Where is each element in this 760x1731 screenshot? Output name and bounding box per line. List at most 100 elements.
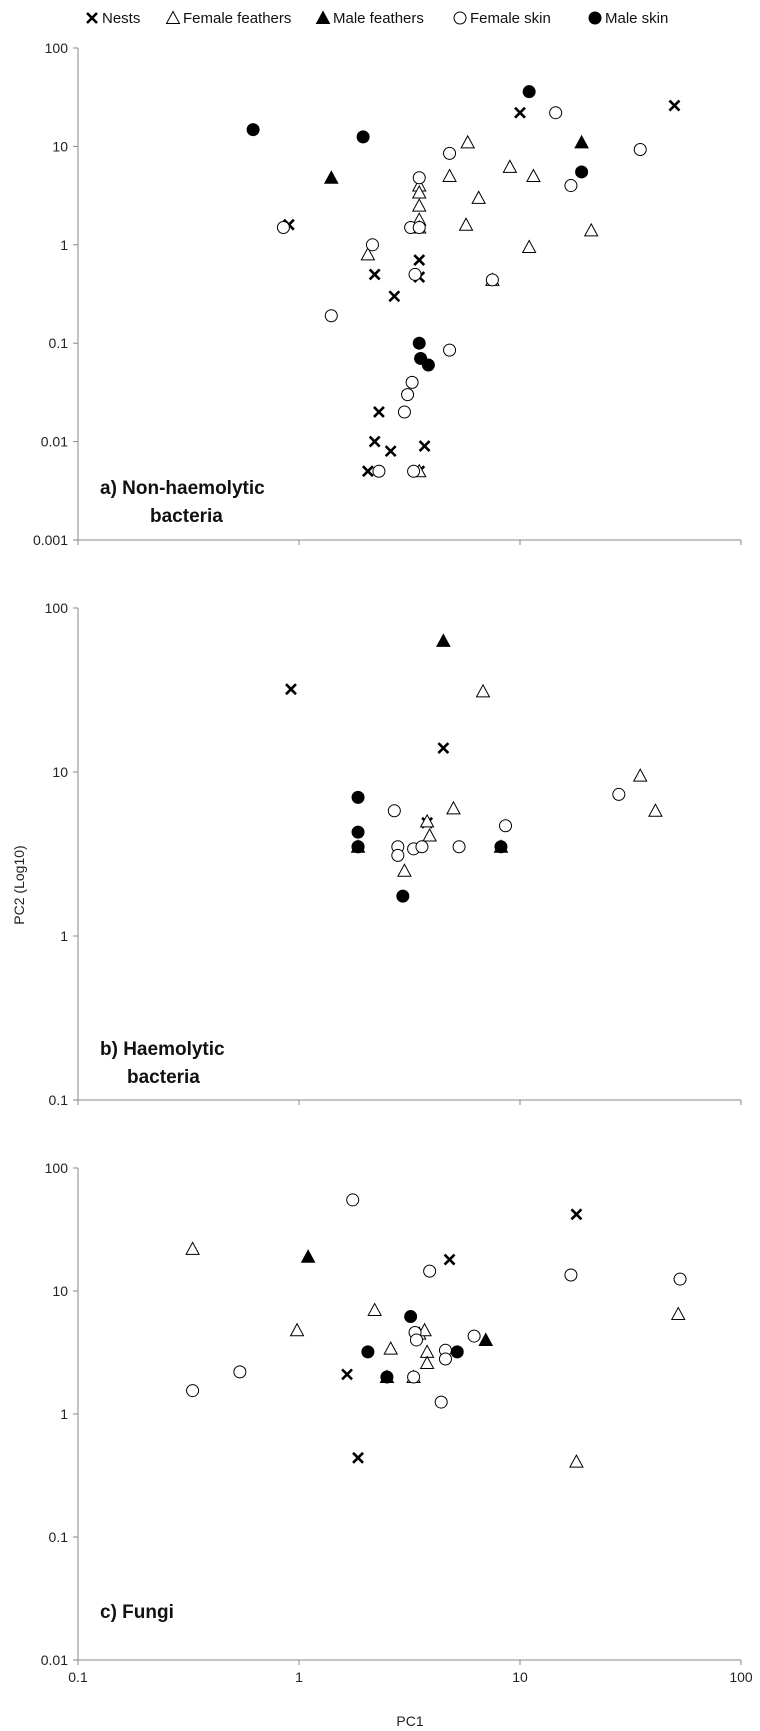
point-female-skin <box>564 1268 578 1282</box>
legend-label-nests: Nests <box>102 10 140 27</box>
point-female-skin <box>346 1193 360 1207</box>
y-tick-label: 0.1 <box>49 1092 69 1108</box>
point-female-feathers <box>411 184 427 199</box>
point-female-feathers <box>569 1454 584 1468</box>
point-female-skin <box>549 106 563 120</box>
point-female-feathers <box>289 1322 305 1337</box>
x-tick-label: 10 <box>512 1669 528 1685</box>
point-nests <box>668 99 681 112</box>
y-tick-label: 0.01 <box>41 434 68 450</box>
point-female-skin <box>408 267 422 281</box>
legend-item-nests: Nests <box>86 10 140 27</box>
point-female-feathers <box>458 217 474 231</box>
point-female-skin <box>438 1352 452 1366</box>
point-female-skin <box>186 1384 200 1398</box>
legend-marker-nests <box>86 12 98 24</box>
point-nests <box>341 1368 353 1381</box>
point-male-skin <box>396 889 410 903</box>
point-female-skin <box>499 819 513 833</box>
point-male-skin <box>522 85 536 99</box>
y-tick-label: 100 <box>45 600 69 616</box>
point-female-feathers <box>397 863 412 877</box>
legend-item-female_skin: Female skin <box>453 10 551 27</box>
point-nests <box>352 1451 364 1464</box>
y-tick-label: 0.001 <box>33 532 68 548</box>
panel-label-line2: bacteria <box>127 1067 200 1088</box>
point-male-skin <box>361 1345 375 1359</box>
point-nests <box>413 254 426 266</box>
point-female-feathers <box>475 683 491 698</box>
point-female-feathers <box>460 134 476 149</box>
point-female-feathers <box>419 1355 435 1369</box>
point-male-skin <box>494 840 508 854</box>
x-tick-label: 100 <box>729 1669 753 1685</box>
point-female-skin <box>452 840 466 854</box>
point-female-skin <box>612 787 626 801</box>
point-male-skin <box>404 1310 418 1324</box>
legend-item-male_feathers: Male feathers <box>315 10 424 27</box>
point-female-feathers <box>670 1306 686 1321</box>
point-female-skin <box>233 1365 247 1379</box>
point-female-skin <box>412 171 426 185</box>
y-tick-label: 1 <box>60 928 68 944</box>
point-female-feathers <box>422 827 437 842</box>
point-female-skin <box>673 1272 687 1286</box>
point-male-skin <box>575 165 589 179</box>
point-nests <box>373 406 385 418</box>
point-nests <box>437 742 450 754</box>
point-nests <box>443 1253 456 1266</box>
legend: Nests Female feathers Male feathers Female … <box>86 10 668 27</box>
point-nests <box>368 268 381 281</box>
point-female-skin <box>443 343 457 357</box>
point-nests <box>285 683 297 696</box>
point-female-feathers <box>502 159 518 173</box>
y-axis-title: PC2 (Log10) <box>11 845 27 924</box>
panel-1: 0.001 0.01 0.1 1 10 100 a) Non-haemolytic bacte… <box>33 40 742 548</box>
point-nests <box>361 465 374 478</box>
legend-label-male_skin: Male skin <box>605 10 668 27</box>
point-female-skin <box>372 464 386 478</box>
point-female-feathers <box>521 239 537 253</box>
point-male-skin <box>356 130 370 144</box>
y-tick-label: 0.01 <box>41 1652 68 1668</box>
point-female-feathers <box>185 1241 200 1255</box>
y-tick-label: 1 <box>60 237 68 253</box>
point-female-feathers <box>583 222 599 237</box>
panels: 0.001 0.01 0.1 1 10 100 a) Non-haemolytic bacte… <box>33 40 753 1685</box>
point-female-skin <box>407 1370 421 1384</box>
point-female-skin <box>412 220 426 234</box>
point-male-feathers <box>478 1332 494 1346</box>
legend-marker-female_feathers <box>165 10 181 24</box>
point-female-feathers <box>419 813 435 828</box>
point-male-feathers <box>323 170 339 184</box>
x-axis-title: PC1 <box>396 1713 423 1729</box>
point-male-skin <box>412 336 426 350</box>
panel-label: a) Non-haemolytic <box>100 478 265 499</box>
point-female-skin <box>485 273 499 287</box>
y-tick-label: 0.1 <box>49 1529 69 1545</box>
point-female-feathers <box>367 1302 383 1317</box>
point-female-skin <box>434 1395 448 1409</box>
point-female-feathers <box>471 190 486 204</box>
panel-2: 0.1 1 10 100 b) Haemolytic bacteria <box>45 600 742 1108</box>
point-female-feathers <box>632 768 648 782</box>
panel-label-line2: bacteria <box>150 506 223 527</box>
point-nests <box>514 106 526 119</box>
point-nests <box>418 440 431 453</box>
point-female-skin <box>415 840 429 854</box>
point-female-skin <box>407 464 421 478</box>
point-female-feathers <box>526 168 541 183</box>
point-female-skin <box>467 1329 481 1343</box>
y-tick-label: 100 <box>45 40 69 56</box>
point-male-skin <box>421 358 435 372</box>
point-nests <box>570 1208 583 1221</box>
point-male-skin <box>246 123 260 137</box>
point-male-feathers <box>300 1249 316 1263</box>
legend-item-female_feathers: Female feathers <box>165 10 291 27</box>
y-tick-label: 10 <box>52 138 68 154</box>
point-female-feathers <box>411 198 427 212</box>
point-female-skin <box>397 405 411 419</box>
legend-label-female_skin: Female skin <box>470 10 551 27</box>
legend-marker-male_feathers <box>315 10 331 24</box>
